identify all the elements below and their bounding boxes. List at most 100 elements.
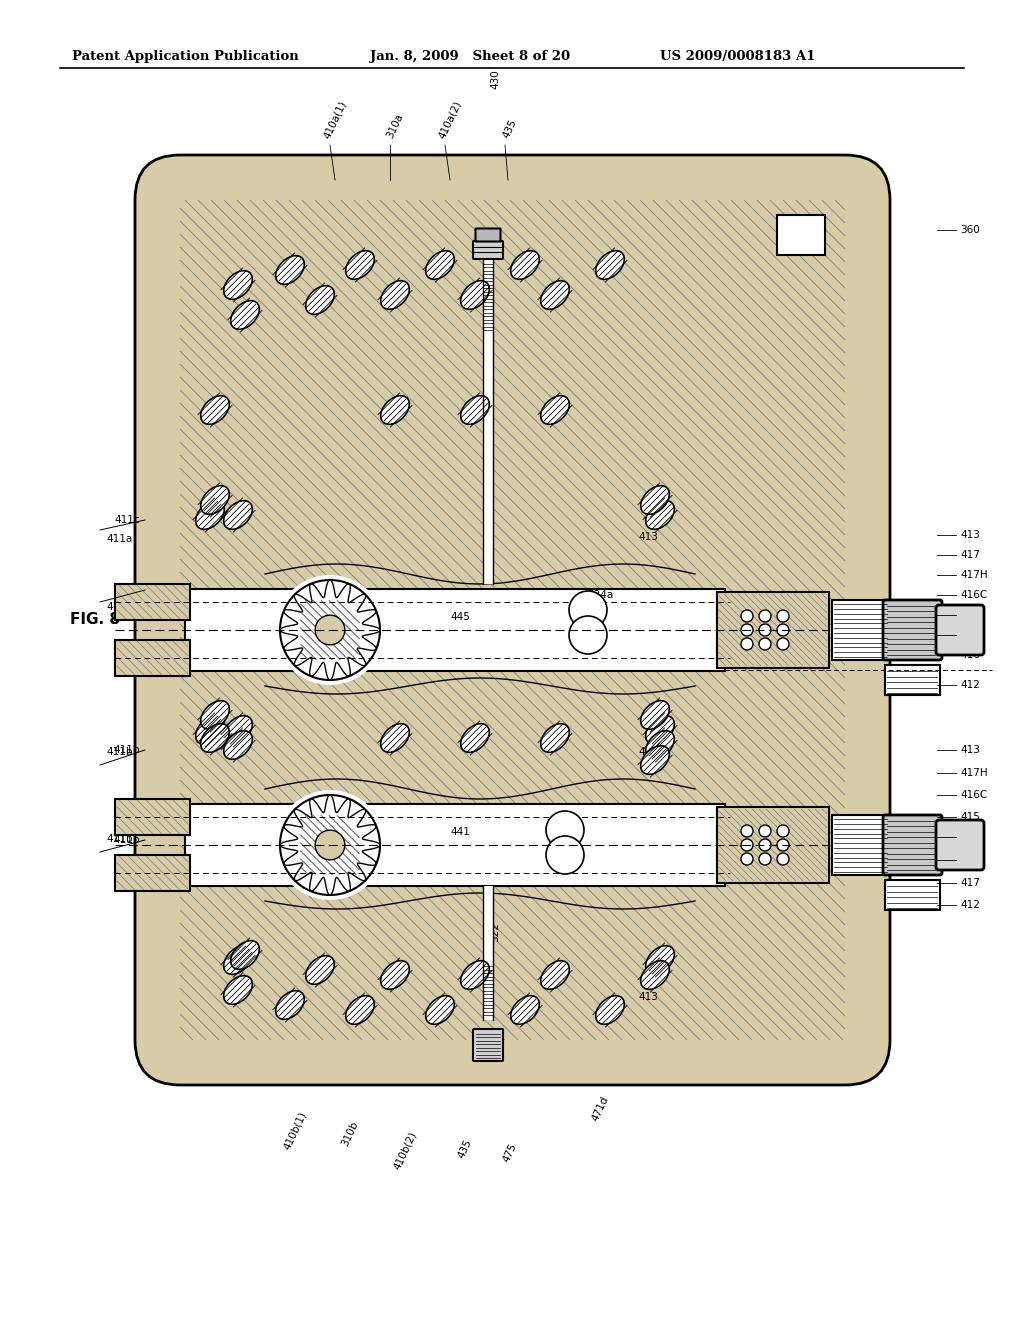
Text: 360: 360 — [961, 224, 980, 235]
Circle shape — [759, 610, 771, 622]
Ellipse shape — [541, 396, 569, 424]
Ellipse shape — [541, 281, 569, 309]
FancyBboxPatch shape — [936, 820, 984, 870]
Ellipse shape — [461, 961, 489, 989]
Ellipse shape — [381, 723, 410, 752]
Circle shape — [777, 610, 790, 622]
Circle shape — [741, 840, 753, 851]
Bar — [777, 215, 825, 255]
Ellipse shape — [223, 271, 252, 300]
Text: 524a: 524a — [587, 590, 613, 601]
Ellipse shape — [201, 701, 229, 730]
FancyBboxPatch shape — [473, 1030, 503, 1061]
Circle shape — [741, 610, 753, 622]
Bar — [483, 260, 493, 583]
Text: 310b: 310b — [340, 1119, 360, 1148]
Bar — [717, 591, 829, 668]
FancyBboxPatch shape — [883, 814, 942, 875]
Ellipse shape — [381, 396, 410, 424]
Circle shape — [275, 576, 385, 685]
Ellipse shape — [541, 723, 569, 752]
Bar — [185, 804, 725, 886]
Ellipse shape — [201, 486, 229, 515]
Ellipse shape — [646, 500, 675, 529]
Text: 413: 413 — [961, 531, 980, 540]
Text: 411c: 411c — [115, 515, 140, 525]
Circle shape — [759, 825, 771, 837]
Text: 524c: 524c — [578, 630, 603, 640]
Circle shape — [777, 638, 790, 649]
Ellipse shape — [646, 945, 675, 974]
Circle shape — [741, 825, 753, 837]
Circle shape — [546, 836, 584, 874]
Ellipse shape — [306, 285, 334, 314]
Text: 417H: 417H — [961, 570, 987, 579]
Ellipse shape — [641, 486, 670, 515]
Circle shape — [777, 624, 790, 636]
Text: US 2009/0008183 A1: US 2009/0008183 A1 — [660, 50, 815, 63]
Text: 452: 452 — [300, 612, 319, 622]
Circle shape — [741, 853, 753, 865]
Text: 445: 445 — [451, 612, 470, 622]
Bar — [831, 601, 887, 660]
Text: FIG. 8: FIG. 8 — [70, 612, 120, 627]
Circle shape — [741, 624, 753, 636]
Ellipse shape — [426, 251, 455, 280]
Ellipse shape — [223, 945, 252, 974]
Text: 524b: 524b — [547, 847, 573, 858]
Ellipse shape — [223, 715, 252, 744]
Polygon shape — [280, 579, 380, 680]
Ellipse shape — [306, 956, 334, 985]
Ellipse shape — [596, 995, 625, 1024]
Text: 415: 415 — [961, 812, 980, 822]
Circle shape — [759, 840, 771, 851]
Ellipse shape — [346, 995, 375, 1024]
Text: 417: 417 — [961, 878, 980, 888]
Circle shape — [759, 624, 771, 636]
Ellipse shape — [201, 723, 229, 752]
Text: 411b: 411b — [114, 836, 140, 845]
Ellipse shape — [223, 500, 252, 529]
Circle shape — [569, 616, 607, 653]
Ellipse shape — [201, 396, 229, 424]
Ellipse shape — [223, 975, 252, 1005]
Ellipse shape — [275, 256, 304, 284]
Bar — [885, 665, 940, 696]
Ellipse shape — [541, 961, 569, 989]
FancyBboxPatch shape — [473, 242, 503, 259]
Circle shape — [315, 830, 345, 859]
Text: 410b(2): 410b(2) — [392, 1130, 418, 1171]
Text: 413: 413 — [638, 532, 658, 543]
Ellipse shape — [275, 991, 304, 1019]
Circle shape — [759, 638, 771, 649]
Text: 310a: 310a — [385, 112, 406, 140]
Text: 416: 416 — [961, 855, 980, 865]
Text: 411b: 411b — [106, 747, 133, 756]
Text: 418: 418 — [961, 832, 980, 842]
Ellipse shape — [511, 251, 540, 280]
Bar — [483, 886, 493, 1020]
Text: 410b(1): 410b(1) — [282, 1110, 308, 1151]
Circle shape — [275, 789, 385, 900]
Polygon shape — [280, 795, 380, 895]
Ellipse shape — [646, 715, 675, 744]
Text: 522: 522 — [490, 923, 500, 942]
Text: 435: 435 — [502, 117, 519, 140]
Ellipse shape — [230, 301, 259, 329]
Ellipse shape — [196, 715, 224, 744]
Text: 412: 412 — [961, 900, 980, 909]
Text: Jan. 8, 2009   Sheet 8 of 20: Jan. 8, 2009 Sheet 8 of 20 — [370, 50, 570, 63]
Text: 471d: 471d — [590, 1096, 610, 1123]
Ellipse shape — [381, 281, 410, 309]
Text: 418: 418 — [961, 610, 980, 620]
Ellipse shape — [461, 396, 489, 424]
Ellipse shape — [426, 995, 455, 1024]
Text: 410a(2): 410a(2) — [437, 99, 463, 140]
Text: 411a: 411a — [114, 585, 140, 595]
Text: 524b: 524b — [547, 822, 573, 832]
Text: 430: 430 — [490, 70, 500, 90]
Ellipse shape — [461, 281, 489, 309]
Text: 411b: 411b — [106, 834, 133, 843]
FancyBboxPatch shape — [135, 154, 890, 1085]
Bar — [115, 799, 190, 836]
